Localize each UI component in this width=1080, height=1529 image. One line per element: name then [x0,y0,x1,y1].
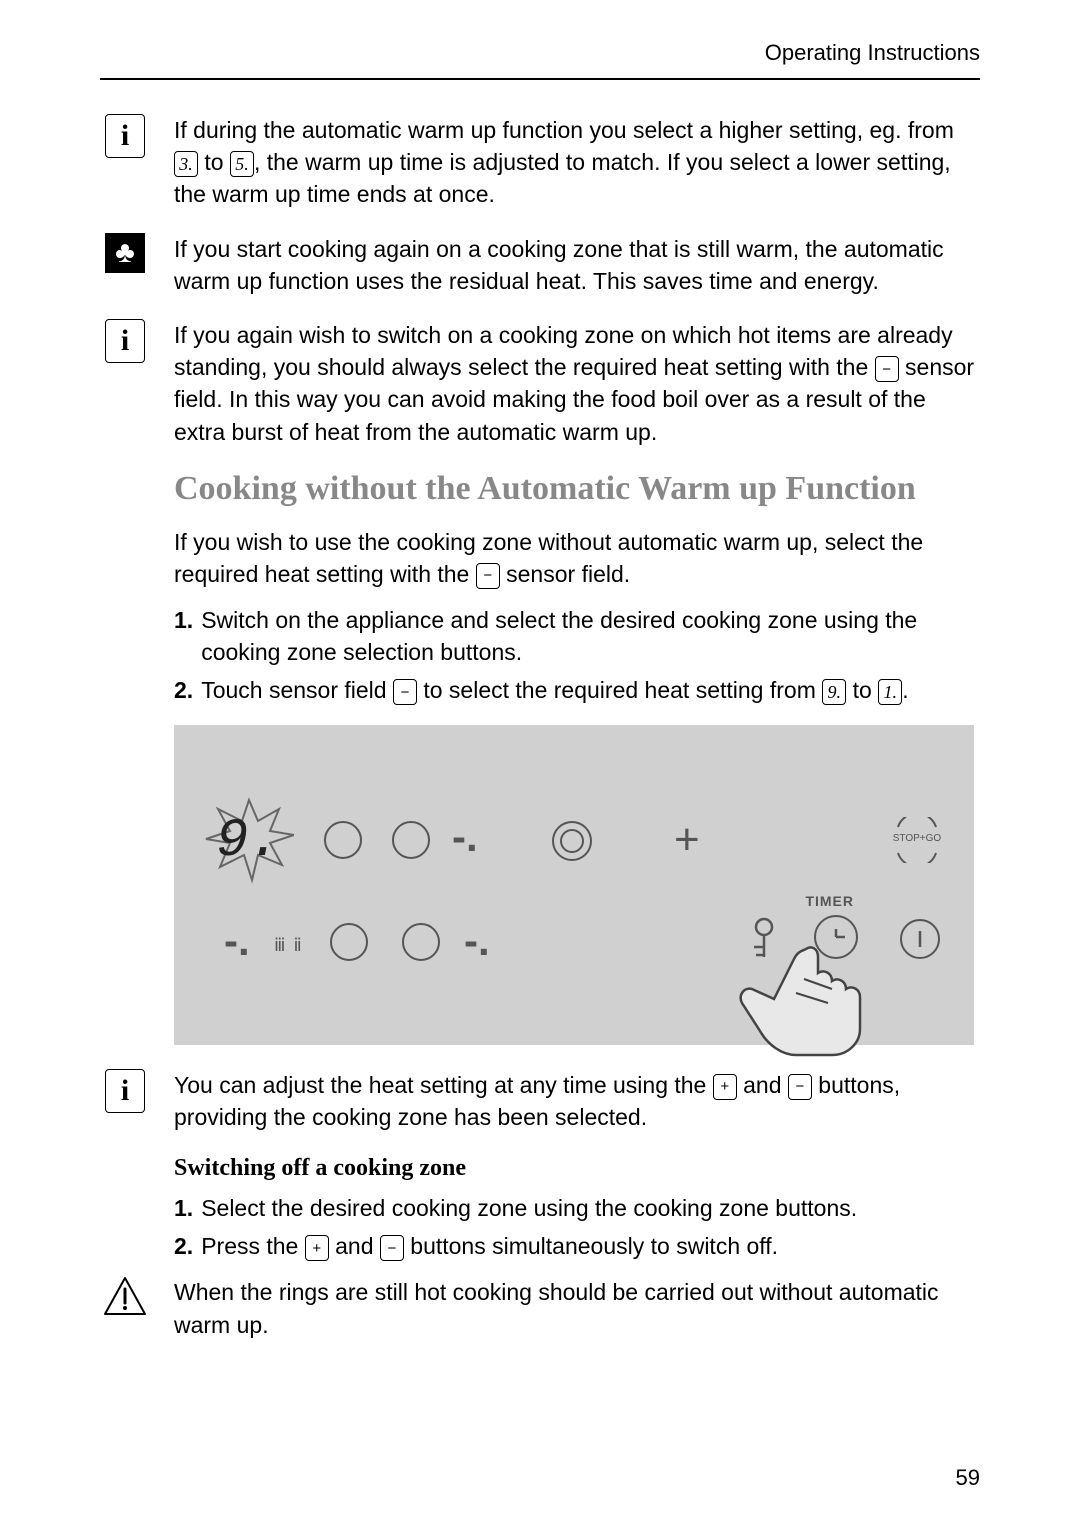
page-header: Operating Instructions [100,40,980,80]
step-text: Touch sensor field − to select the requi… [201,674,908,706]
dash-indicator: -. [224,917,250,965]
timer-label: TIMER [805,893,854,909]
key-1: 1. [878,679,902,705]
header-text: Operating Instructions [765,40,980,65]
zone-circle [392,821,430,859]
info-block-2: ♣ If you start cooking again on a cookin… [100,233,980,297]
key-5: 5. [230,151,254,177]
plus-key-icon: + [713,1074,737,1100]
zone-circle [402,923,440,961]
step-text: Select the desired cooking zone using th… [201,1192,857,1224]
icon-col: i [100,319,150,448]
key-9: 9. [822,679,846,705]
control-panel-diagram: 9. -. + STOP+GO -. ⅲⅱ -. [174,725,974,1045]
info-block-1: i If during the automatic warm up functi… [100,114,980,211]
step-text: Press the + and − buttons simultaneously… [201,1230,778,1262]
dual-zone-inner [560,829,584,853]
icon-col [100,1276,150,1340]
plus-key-icon: + [305,1235,329,1261]
minus-key-icon: − [380,1235,404,1261]
display-9: 9. [216,811,281,872]
key-3: 3. [174,151,198,177]
step-number: 2. [174,1230,193,1262]
info-block-3: i If you again wish to switch on a cooki… [100,319,980,448]
step-number: 2. [174,674,193,706]
section-intro: If you wish to use the cooking zone with… [174,526,980,590]
off-step-2: 2. Press the + and − buttons simultaneou… [174,1230,980,1262]
info-icon: i [105,1069,145,1113]
step-text: Switch on the appliance and select the d… [201,604,980,668]
off-steps-list: 1. Select the desired cooking zone using… [174,1192,980,1262]
info-text-4: You can adjust the heat setting at any t… [174,1069,980,1133]
sub-section-title: Switching off a cooking zone [174,1155,980,1182]
hand-pointer-icon [736,939,886,1059]
off-step-1: 1. Select the desired cooking zone using… [174,1192,980,1224]
step-number: 1. [174,1192,193,1224]
warning-icon [103,1276,147,1316]
clover-icon: ♣ [105,233,145,273]
warning-block: When the rings are still hot cooking sho… [100,1276,980,1340]
section-title: Cooking without the Automatic Warm up Fu… [174,470,980,508]
info-text-2: If you start cooking again on a cooking … [174,233,980,297]
info-icon: i [105,114,145,158]
step-number: 1. [174,604,193,668]
minus-key-icon: − [476,563,500,589]
page-number: 59 [956,1465,980,1491]
warning-text: When the rings are still hot cooking sho… [174,1276,980,1340]
stop-go-label: STOP+GO [892,833,942,844]
dash-indicator: -. [464,917,490,965]
zone-circle [324,821,362,859]
power-button[interactable] [900,919,940,959]
step-1: 1. Switch on the appliance and select th… [174,604,980,668]
icon-col: i [100,1069,150,1133]
info-block-4: i You can adjust the heat setting at any… [100,1069,980,1133]
dash-indicator: -. [452,813,478,861]
icon-col: i [100,114,150,211]
stop-go-button[interactable]: STOP+GO [892,817,942,863]
steps-list: 1. Switch on the appliance and select th… [174,604,980,707]
level-marks: ⅲⅱ [274,935,302,956]
info-text-3: If you again wish to switch on a cooking… [174,319,980,448]
minus-key-icon: − [393,679,417,705]
plus-button[interactable]: + [674,815,700,865]
zone-circle [330,923,368,961]
minus-key-icon: − [788,1074,812,1100]
info-text-1: If during the automatic warm up function… [174,114,980,211]
step-2: 2. Touch sensor field − to select the re… [174,674,980,706]
info-icon: i [105,319,145,363]
minus-key-icon: − [875,356,899,382]
icon-col: ♣ [100,233,150,297]
